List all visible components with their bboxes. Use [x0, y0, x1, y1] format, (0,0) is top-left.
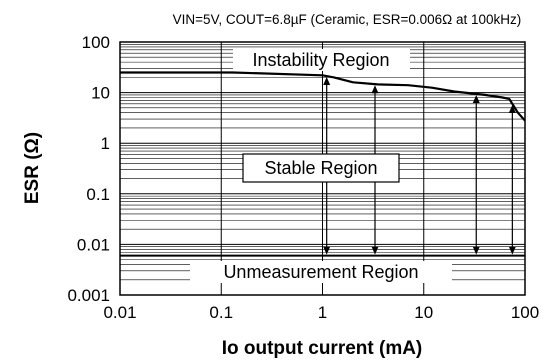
x-tick-label: 0.1 [209, 303, 233, 322]
x-axis-title: Io output current (mA) [222, 338, 423, 359]
x-tick-label: 100 [511, 303, 539, 322]
region-label-middle-box [242, 153, 400, 183]
y-tick-label: 100 [82, 33, 110, 52]
arrow-head-down [472, 246, 480, 255]
region-label-bottom-box [190, 261, 452, 283]
y-tick-label: 1 [101, 134, 110, 153]
arrow-head-down [323, 246, 331, 255]
arrow-head-up [508, 104, 516, 113]
region-label-top-box [233, 49, 410, 71]
region-label-middle-text: Stable Region [264, 158, 377, 178]
arrow-head-up [323, 77, 331, 86]
y-tick-label: 10 [91, 84, 110, 103]
arrow-head-down [371, 246, 379, 255]
x-tick-label: 1 [318, 303, 327, 322]
y-tick-labels: 100 10 1 0.1 0.01 0.001 [67, 33, 110, 305]
region-label-bottom: Unmeasurement Region [190, 261, 452, 283]
measurement-arrow [472, 94, 480, 255]
region-label-top: Instability Region [233, 49, 410, 71]
region-label-middle: Stable Region [242, 153, 400, 183]
plot-frame [119, 41, 526, 296]
region-label-top-text: Instability Region [252, 50, 389, 70]
y-axis-title: ESR (Ω) [22, 132, 43, 204]
arrow-head-up [371, 85, 379, 94]
y-tick-label: 0.001 [67, 286, 110, 305]
y-tick-label: 0.01 [77, 235, 110, 254]
measurement-arrow [508, 104, 516, 255]
x-tick-label: 0.01 [103, 303, 136, 322]
boundary-layer [120, 71, 526, 257]
x-tick-label: 10 [414, 303, 433, 322]
arrow-head-down [508, 246, 516, 255]
stability-boundary-curve [120, 71, 526, 122]
measurement-conditions: VIN=5V, COUT=6.8µF (Ceramic, ESR=0.006Ω … [173, 12, 522, 27]
region-label-bottom-text: Unmeasurement Region [223, 262, 418, 282]
arrow-head-up [472, 94, 480, 103]
x-tick-labels: 0.01 0.1 1 10 100 [103, 303, 539, 322]
y-tick-label: 0.1 [86, 185, 110, 204]
gridlines [120, 42, 525, 295]
